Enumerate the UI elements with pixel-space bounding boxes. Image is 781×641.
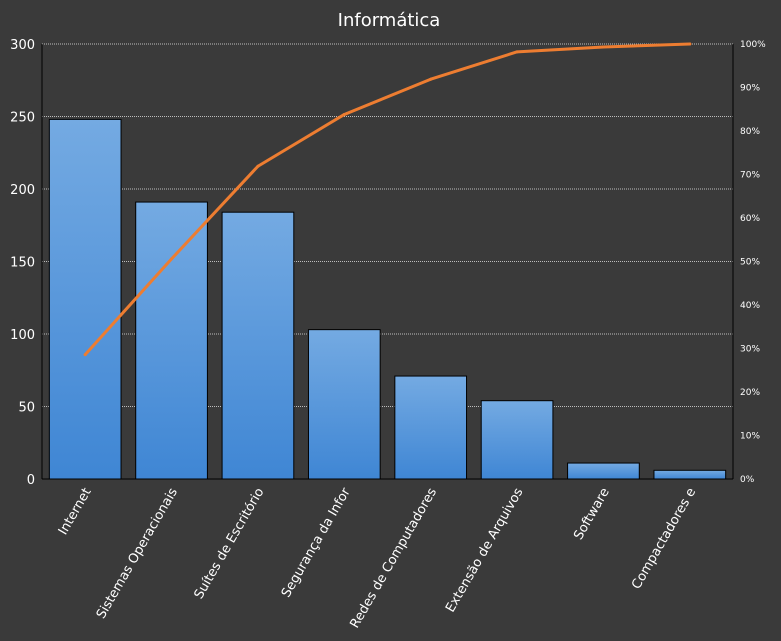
line-point-6 [515,50,519,54]
bar-4 [307,329,381,480]
line-point-7 [601,45,605,49]
right-tick-label: 70% [740,171,760,181]
line-point-1 [83,353,87,357]
line-point-2 [170,257,174,261]
right-tick-label: 100% [740,40,766,50]
bar-8 [653,469,727,480]
right-tick-label: 0% [740,475,755,485]
left-tick-label: 200 [10,183,35,198]
bar-2 [135,201,208,480]
axes [41,44,734,480]
bar-6 [480,400,554,480]
right-tick-label: 10% [740,432,760,442]
bar-series [48,118,727,480]
cumulative-line-series [83,42,692,357]
left-tick-label: 0 [27,473,35,488]
bar-7 [567,462,640,480]
line-point-3 [256,164,260,168]
right-tick-label: 20% [740,388,760,398]
right-tick-label: 90% [740,84,760,94]
left-tick-label: 100 [10,328,35,343]
right-tick-label: 80% [740,127,760,137]
cumulative-line [83,42,692,357]
line-point-5 [429,77,433,81]
right-tick-label: 30% [740,345,760,355]
left-axis-ticks: 0 50 100 150 200 250 300 [10,38,35,488]
left-tick-label: 150 [10,256,35,271]
line-point-8 [688,42,692,46]
right-axis-ticks: 0% 10% 20% 30% 40% 50% 60% 70% 80% 90% 100% [740,40,766,485]
left-tick-label: 250 [10,111,35,126]
left-tick-label: 300 [10,38,35,53]
bar-5 [394,375,468,480]
chart-title: Informática [338,10,441,31]
right-tick-label: 40% [740,301,760,311]
left-tick-label: 50 [18,401,35,416]
bar-3 [221,211,295,480]
right-tick-label: 60% [740,214,760,224]
right-tick-label: 50% [740,258,760,268]
bar-1 [48,118,122,480]
line-point-4 [342,112,346,116]
